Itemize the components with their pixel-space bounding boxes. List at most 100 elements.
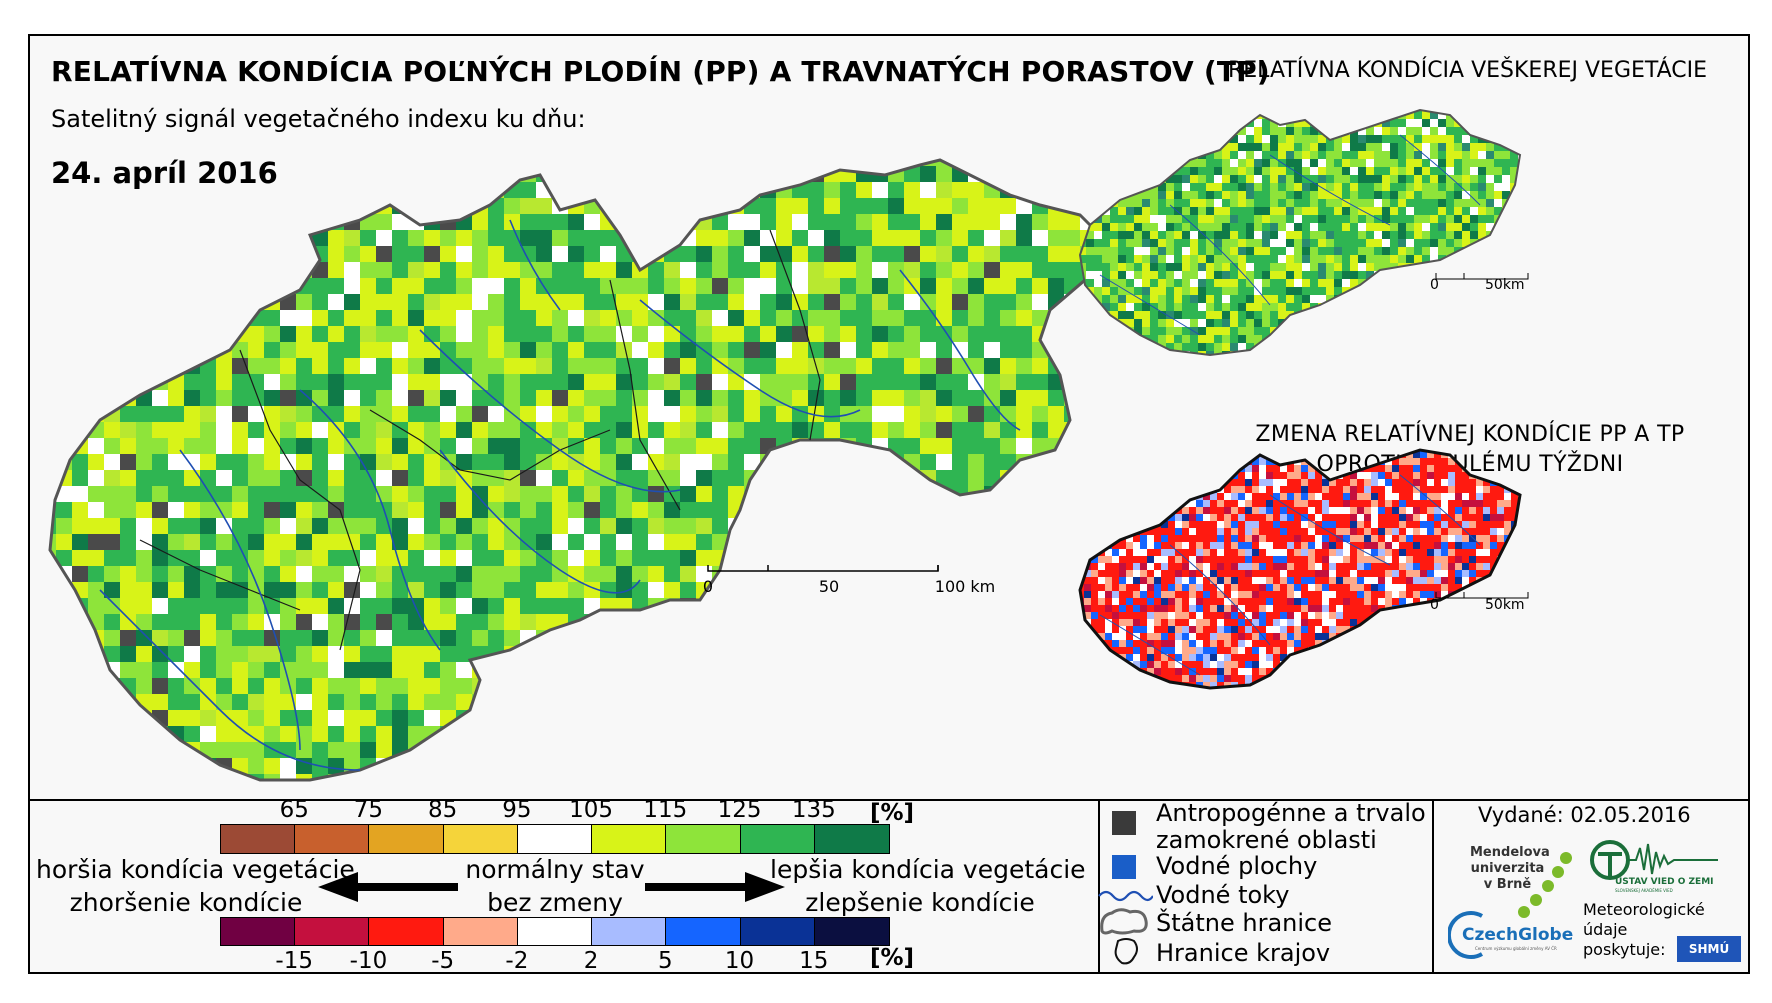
mendel-line1: Mendelova — [1470, 845, 1550, 860]
worse-condition-text: horšia kondícia vegetácie — [36, 855, 355, 884]
meteo-line2: údaje — [1583, 920, 1628, 939]
condition-tick-6: 125 — [717, 797, 762, 823]
condition-tick-5: 115 — [643, 797, 688, 823]
change-tick-1: -10 — [349, 948, 388, 974]
change-tick-3: -2 — [505, 948, 529, 974]
main-map-scale-bar — [707, 565, 939, 572]
condition-swatch-1 — [295, 825, 370, 853]
condition-swatch-7 — [740, 825, 815, 853]
stream-line-icon — [1098, 890, 1153, 902]
state-border-label: Štátne hranice — [1156, 909, 1332, 937]
change-swatch-7 — [740, 918, 815, 945]
change-swatch-1 — [295, 918, 370, 945]
vegetation-condition-map — [1078, 108, 1529, 357]
change-swatch-6 — [666, 918, 741, 945]
mendel-line3: v Brně — [1483, 877, 1532, 892]
condition-swatch-2 — [369, 825, 444, 853]
condition-unit: [%] — [870, 800, 915, 826]
change-map-rivers — [1099, 474, 1481, 676]
main-map-state-border — [48, 158, 1107, 782]
normal-label: normálny stav bez zmeny — [450, 853, 660, 919]
right-arrow-icon — [645, 872, 785, 902]
left-arrow-icon — [318, 872, 458, 902]
change-tick-6: 10 — [724, 948, 755, 974]
legend-separator — [28, 799, 1750, 801]
change-title-line1: ZMENA RELATÍVNEJ KONDÍCIE PP A TP — [1255, 422, 1685, 447]
condition-tick-1: 75 — [353, 797, 384, 823]
mendel-dots-icon — [1518, 852, 1572, 918]
condition-tick-7: 135 — [791, 797, 836, 823]
main-map-rivers — [99, 219, 1021, 771]
change-tick-5: 5 — [658, 948, 673, 974]
region-border-label: Hranice krajov — [1156, 939, 1331, 967]
main-condition-map — [48, 158, 1107, 782]
legend-divider-right — [1432, 799, 1434, 974]
better-label: lepšia kondícia vegetácie zlepšenie kond… — [770, 853, 1086, 919]
change-scale-zero: 0 — [1430, 597, 1439, 613]
condition-swatch-0 — [221, 825, 296, 853]
change-map-border — [1078, 448, 1522, 690]
vegetation-map-rivers — [1099, 134, 1481, 336]
main-scale-label-0: 0 — [702, 577, 714, 596]
vegetation-map-title: RELATÍVNA KONDÍCIA VEŠKEREJ VEGETÁCIE — [1228, 58, 1708, 83]
mendel-university-logo: Mendelova univerzita v Brně — [1470, 845, 1550, 893]
change-tick-4: 2 — [583, 948, 599, 974]
main-map-region-borders — [139, 229, 821, 651]
change-unit: [%] — [870, 945, 915, 971]
change-map-grid — [1080, 450, 1520, 688]
condition-tick-3: 95 — [502, 797, 532, 823]
worse-label: horšia kondícia vegetácie zhoršenie kond… — [36, 853, 355, 919]
uvoz-logo-subtext: SLOVENSKEJ AKADÉMIE VIED — [1615, 888, 1673, 893]
change-map-scale-bar — [1435, 592, 1529, 599]
condition-tick-2: 85 — [428, 797, 458, 823]
better-change-text: zlepšenie kondície — [805, 888, 1035, 917]
page-title: RELATÍVNA KONDÍCIA POĽNÝCH PLODÍN (PP) A… — [51, 55, 1270, 88]
condition-swatch-4 — [517, 825, 593, 853]
condition-swatch-8 — [814, 825, 889, 853]
anthropogenic-area-swatch — [1112, 811, 1136, 835]
uvoz-logo-icon — [1590, 840, 1718, 880]
condition-swatch-5 — [592, 825, 667, 853]
change-swatch-3 — [443, 918, 518, 945]
anthropogenic-label-line2: zamokrené oblasti — [1156, 826, 1377, 854]
mendel-line2: univerzita — [1470, 861, 1545, 876]
vegetation-map-grid — [1080, 110, 1520, 355]
issued-date: Vydané: 02.05.2016 — [1478, 803, 1691, 827]
vegetation-scale-zero: 0 — [1430, 277, 1439, 293]
change-swatch-4 — [517, 918, 593, 945]
uvoz-logo-text: ÚSTAV VIED O ZEMI — [1615, 877, 1714, 887]
condition-swatch-6 — [666, 825, 741, 853]
change-swatch-5 — [592, 918, 667, 945]
main-scale-label-100: 100 km — [934, 577, 996, 596]
state-border-icon — [1100, 908, 1148, 935]
condition-tick-4: 105 — [569, 797, 614, 823]
change-scale-end: 50km — [1485, 597, 1525, 613]
water-area-swatch — [1112, 855, 1136, 879]
czechglobe-logo-text: CzechGlobe — [1462, 925, 1574, 945]
normal-change-text: bez zmeny — [487, 888, 623, 917]
condition-swatch-3 — [443, 825, 518, 853]
map-date: 24. apríl 2016 — [51, 156, 278, 190]
meteo-line3: poskytuje: — [1583, 940, 1666, 959]
anthropogenic-label: Antropogénne a trvalo zamokrené oblasti — [1156, 800, 1426, 854]
change-tick-0: -15 — [275, 948, 314, 974]
change-swatch-8 — [814, 918, 889, 945]
anthropogenic-label-line1: Antropogénne a trvalo — [1156, 799, 1426, 827]
czechglobe-arc-icon — [1448, 911, 1484, 959]
meteo-line1: Meteorologické — [1583, 900, 1705, 919]
shmu-logo: SHMÚ — [1677, 936, 1741, 962]
legend-divider-left — [1098, 799, 1100, 974]
condition-tick-0: 65 — [279, 797, 309, 823]
worse-change-text: zhoršenie kondície — [69, 888, 303, 917]
vegetation-scale-end: 50km — [1485, 277, 1525, 293]
main-scale-label-50: 50 — [818, 577, 840, 596]
page-subtitle: Satelitný signál vegetačného indexu ku d… — [51, 105, 586, 133]
change-tick-2: -5 — [431, 948, 455, 974]
meteo-credit: Meteorologické údaje poskytuje: — [1583, 900, 1705, 960]
czechglobe-subtext: Centrum výzkumu globální změny AV ČR — [1475, 946, 1557, 951]
region-border-icon — [1114, 938, 1138, 965]
change-swatch-0 — [221, 918, 296, 945]
condition-color-ramp — [220, 824, 890, 854]
change-color-ramp — [220, 917, 890, 946]
vegetation-map-scale-bar — [1435, 273, 1529, 280]
